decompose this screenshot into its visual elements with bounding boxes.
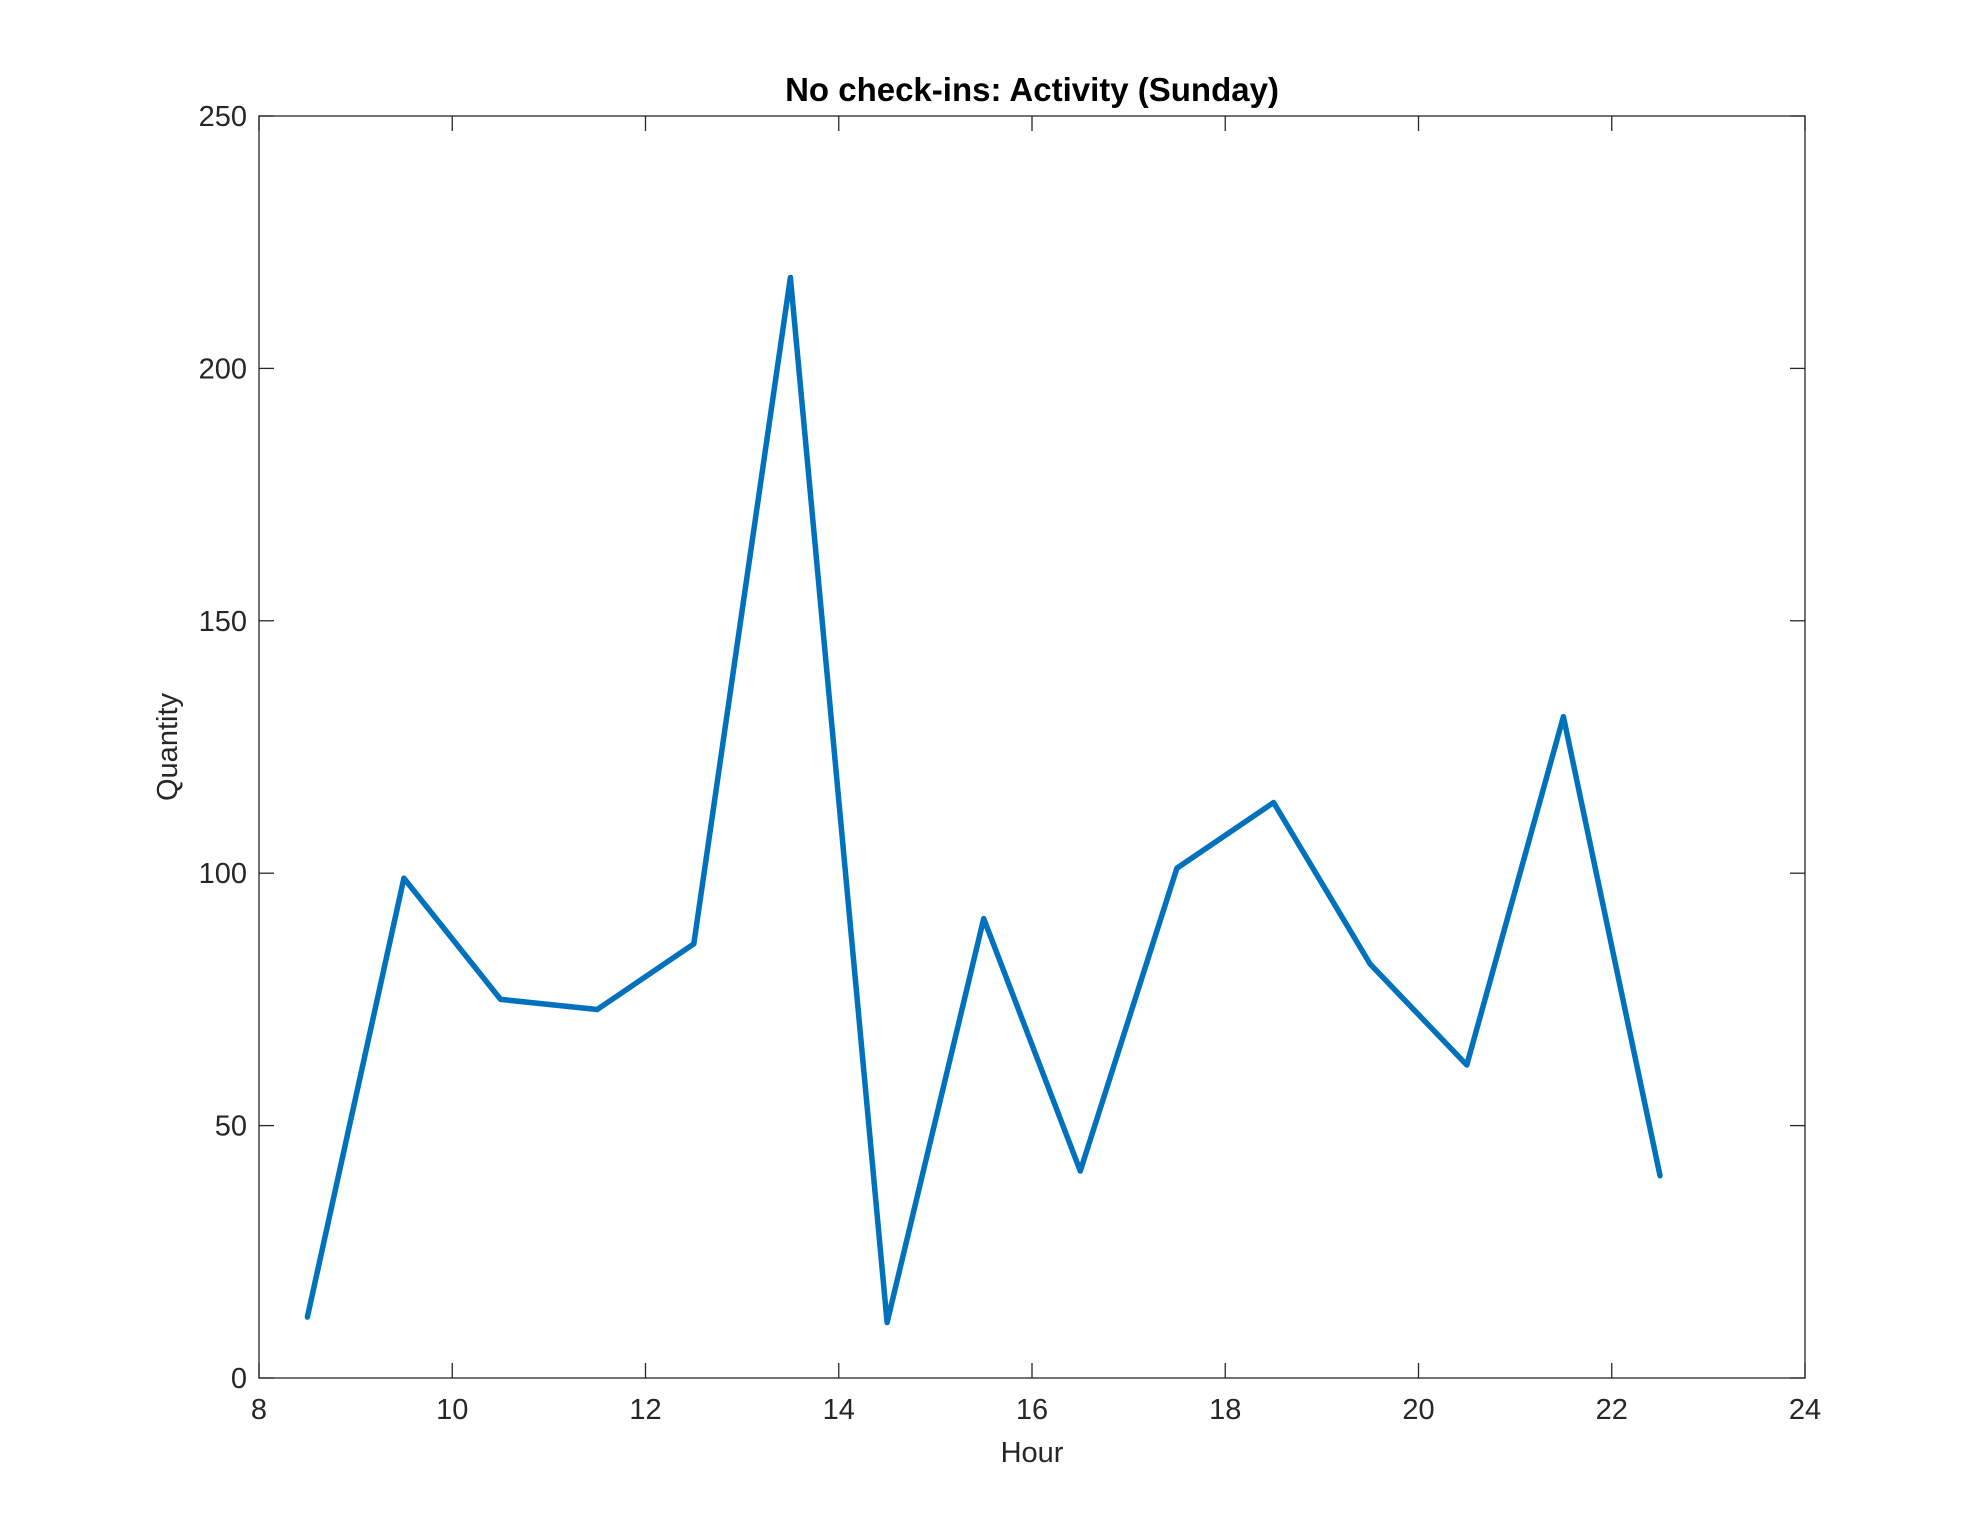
data-point: [401, 875, 407, 881]
data-point: [304, 1314, 310, 1320]
y-tick-label: 50: [215, 1111, 247, 1143]
data-point: [884, 1320, 890, 1325]
y-tick-label: 100: [199, 858, 247, 890]
y-axis-label: Quantity: [152, 693, 184, 801]
y-axis: 0 50 100 150 200 250: [199, 101, 1805, 1395]
y-tick-label: 150: [199, 606, 247, 638]
x-tick-label: 12: [629, 1394, 661, 1426]
series-layer: [304, 274, 1663, 1326]
data-point: [594, 1007, 600, 1012]
x-tick-label: 22: [1596, 1394, 1628, 1426]
data-point: [1464, 1062, 1470, 1068]
data-point: [1077, 1168, 1083, 1174]
data-point: [1271, 800, 1277, 805]
y-tick-label: 0: [231, 1363, 247, 1395]
x-tick-label: 8: [251, 1394, 267, 1426]
x-tick-label: 14: [823, 1394, 855, 1426]
x-tick-label: 18: [1209, 1394, 1241, 1426]
data-point: [787, 275, 793, 280]
data-point: [981, 916, 987, 922]
chart-title: No check-ins: Activity (Sunday): [785, 71, 1279, 108]
x-axis: 8 10 12 14 16 18 20 22 24: [251, 116, 1821, 1426]
x-tick-label: 16: [1016, 1394, 1048, 1426]
data-point: [1560, 714, 1566, 720]
data-point: [1174, 865, 1180, 871]
data-point: [1367, 961, 1373, 967]
data-point: [691, 941, 697, 947]
x-tick-label: 20: [1402, 1394, 1434, 1426]
x-tick-label: 24: [1789, 1394, 1821, 1426]
y-tick-label: 200: [199, 353, 247, 385]
x-tick-label: 10: [436, 1394, 468, 1426]
data-point: [1657, 1173, 1663, 1179]
data-point: [498, 996, 504, 1002]
y-tick-label: 250: [199, 101, 247, 133]
x-axis-label: Hour: [1001, 1437, 1064, 1469]
